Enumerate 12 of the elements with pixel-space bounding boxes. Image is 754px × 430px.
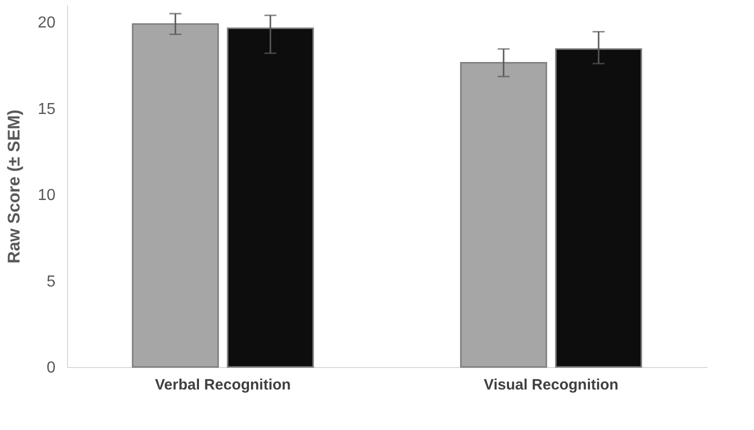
- y-tick-label: 20: [38, 14, 56, 32]
- y-tick-label: 15: [38, 100, 56, 118]
- y-tick-label: 0: [46, 360, 56, 376]
- x-tick-label: Visual Recognition: [484, 376, 618, 394]
- bar: [460, 62, 548, 368]
- y-tick-label: 10: [38, 187, 56, 204]
- bar: [132, 23, 219, 368]
- y-axis-title: Raw Score (± SEM): [4, 110, 24, 264]
- y-tick-label: 5: [46, 273, 56, 290]
- bar: [555, 48, 642, 368]
- bar: [226, 28, 314, 368]
- x-tick-label: Verbal Recognition: [154, 376, 291, 394]
